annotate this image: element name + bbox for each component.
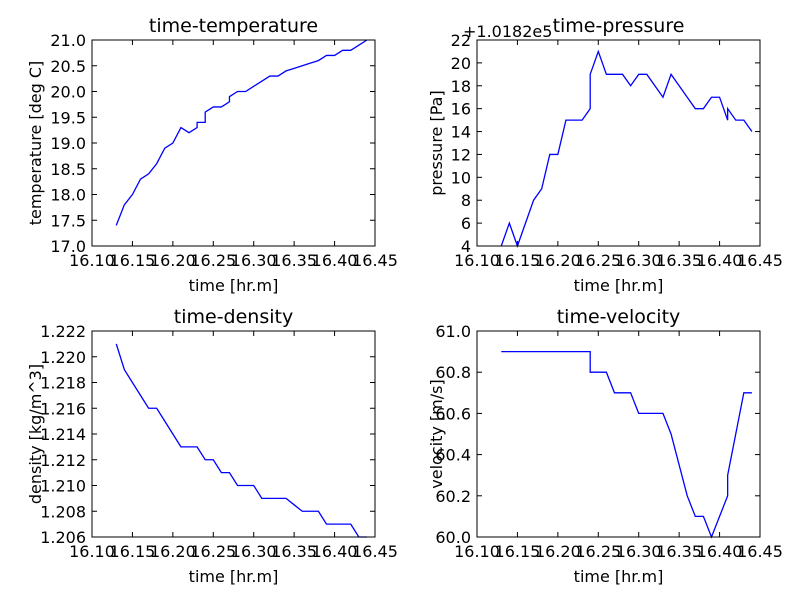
y-tick-label: 1.208: [40, 502, 86, 521]
subplot-4: 16.1016.1516.2016.2516.3016.3516.4016.45…: [427, 306, 783, 586]
x-tick-label: 16.10: [69, 251, 115, 270]
y-tick-label: 16: [451, 100, 471, 119]
x-tick-label: 16.20: [535, 542, 581, 561]
x-tick-label: 16.35: [271, 542, 317, 561]
y-tick-label: 14: [451, 123, 471, 142]
series-line: [500, 49, 753, 248]
y-axis-label: density [kg/m^3]: [26, 364, 45, 504]
y-offset-text: +1.0182e5: [463, 22, 552, 41]
y-tick-label: 60.8: [435, 363, 471, 382]
y-tick-label: 21.0: [50, 31, 86, 50]
y-tick-label: 60.0: [435, 528, 471, 547]
y-tick-label: 19.5: [50, 108, 86, 127]
x-tick-label: 16.20: [150, 251, 196, 270]
y-tick-label: 18: [451, 77, 471, 96]
x-tick-label: 16.30: [616, 542, 662, 561]
x-tick-label: 16.20: [535, 251, 581, 270]
y-tick-label: 1.214: [40, 425, 86, 444]
y-tick-label: 20.0: [50, 83, 86, 102]
y-tick-label: 60.2: [435, 487, 471, 506]
x-tick-label: 16.10: [69, 542, 115, 561]
x-tick-label: 16.15: [495, 251, 541, 270]
x-tick-label: 16.35: [656, 251, 702, 270]
x-tick-label: 16.10: [454, 542, 500, 561]
subplot-2: 16.1016.1516.2016.2516.3016.3516.4016.45…: [427, 15, 783, 295]
y-tick-label: 60.6: [435, 404, 471, 423]
subplot-3: 16.1016.1516.2016.2516.3016.3516.4016.45…: [26, 306, 398, 586]
y-tick-label: 1.206: [40, 528, 86, 547]
x-tick-label: 16.40: [312, 542, 358, 561]
x-tick-label: 16.40: [697, 251, 743, 270]
y-tick-label: 20.5: [50, 57, 86, 76]
x-tick-label: 16.45: [737, 251, 783, 270]
x-tick-label: 16.40: [312, 251, 358, 270]
x-tick-label: 16.15: [495, 542, 541, 561]
x-tick-label: 16.30: [231, 542, 277, 561]
x-axis-label: time [hr.m]: [189, 567, 279, 586]
y-tick-label: 22: [451, 31, 471, 50]
x-tick-label: 16.25: [190, 251, 236, 270]
x-tick-label: 16.35: [656, 542, 702, 561]
x-tick-label: 16.30: [231, 251, 277, 270]
y-axis-label: temperature [deg C]: [26, 61, 45, 226]
axes-frame: [91, 330, 376, 538]
y-tick-label: 10: [451, 168, 471, 187]
x-tick-label: 16.25: [575, 251, 621, 270]
y-tick-label: 17.5: [50, 211, 86, 230]
y-tick-label: 18.0: [50, 186, 86, 205]
chart-title: time-temperature: [149, 15, 318, 37]
y-axis-label: velocity [m/s]: [427, 379, 446, 488]
y-tick-label: 1.212: [40, 451, 86, 470]
chart-title: time-pressure: [553, 15, 685, 37]
x-tick-label: 16.45: [352, 542, 398, 561]
y-tick-label: 1.210: [40, 477, 86, 496]
x-tick-label: 16.35: [271, 251, 317, 270]
x-tick-label: 16.20: [150, 542, 196, 561]
y-tick-label: 4: [461, 237, 471, 256]
series-line: [115, 39, 368, 226]
y-tick-label: 12: [451, 145, 471, 164]
x-axis-label: time [hr.m]: [574, 276, 664, 295]
x-tick-label: 16.15: [110, 251, 156, 270]
x-tick-label: 16.25: [575, 542, 621, 561]
series-line: [115, 343, 367, 538]
y-tick-label: 6: [461, 214, 471, 233]
x-tick-label: 16.30: [616, 251, 662, 270]
x-axis-label: time [hr.m]: [189, 276, 279, 295]
x-tick-label: 16.40: [697, 542, 743, 561]
chart-title: time-density: [174, 306, 293, 328]
y-tick-label: 61.0: [435, 322, 471, 341]
chart-title: time-velocity: [557, 306, 681, 328]
axes-frame: [476, 39, 761, 247]
y-tick-label: 1.218: [40, 374, 86, 393]
y-tick-label: 17.0: [50, 237, 86, 256]
y-tick-label: 19.0: [50, 134, 86, 153]
y-tick-label: 1.220: [40, 348, 86, 367]
subplot-1: 16.1016.1516.2016.2516.3016.3516.4016.45…: [26, 15, 398, 295]
axes-frame: [476, 330, 761, 538]
y-tick-label: 8: [461, 191, 471, 210]
y-tick-label: 60.4: [435, 446, 471, 465]
y-tick-label: 18.5: [50, 160, 86, 179]
series-line: [501, 350, 752, 539]
y-tick-label: 20: [451, 54, 471, 73]
x-tick-label: 16.25: [190, 542, 236, 561]
x-tick-label: 16.45: [352, 251, 398, 270]
x-axis-label: time [hr.m]: [574, 567, 664, 586]
axes-frame: [91, 39, 376, 247]
x-tick-label: 16.45: [737, 542, 783, 561]
y-tick-label: 1.216: [40, 399, 86, 418]
y-axis-label: pressure [Pa]: [427, 90, 446, 195]
x-tick-label: 16.10: [454, 251, 500, 270]
x-tick-label: 16.15: [110, 542, 156, 561]
y-tick-label: 1.222: [40, 322, 86, 341]
